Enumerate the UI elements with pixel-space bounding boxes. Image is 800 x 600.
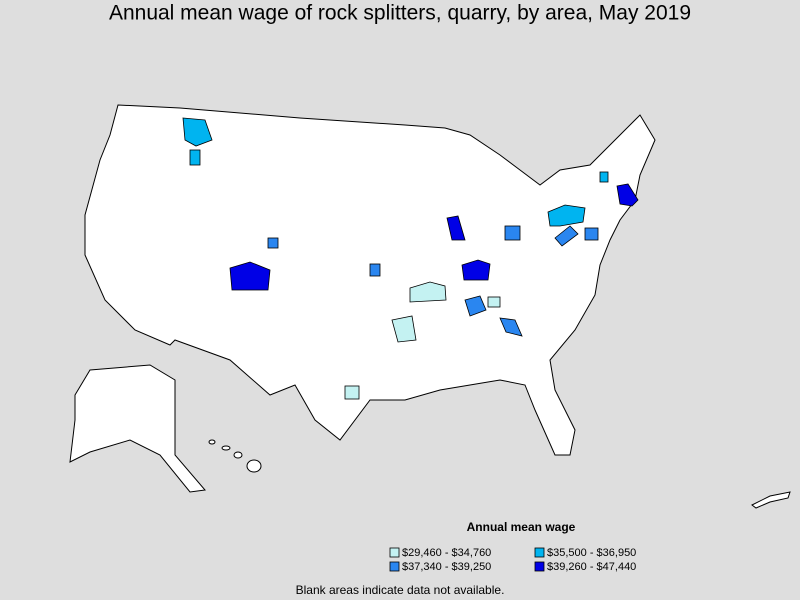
area — [267, 237, 279, 249]
area — [409, 281, 447, 303]
area — [554, 225, 579, 247]
hawaii-island — [221, 445, 231, 451]
area — [499, 317, 523, 337]
legend-label: $37,340 - $39,250 — [402, 561, 491, 573]
legend-label: $35,500 - $36,950 — [547, 547, 636, 559]
legend-swatch — [389, 561, 400, 572]
hawaii-island — [233, 451, 243, 459]
hawaii-island — [208, 439, 216, 445]
hawaii-island — [246, 459, 262, 473]
area — [369, 263, 381, 277]
area — [189, 149, 201, 166]
legend-swatch — [534, 547, 545, 558]
legend-title: Annual mean wage — [467, 520, 576, 534]
territory — [751, 491, 791, 509]
alaska — [69, 364, 206, 493]
map-title: Annual mean wage of rock splitters, quar… — [109, 2, 691, 25]
area — [391, 315, 417, 343]
continental-us — [84, 104, 656, 456]
legend: $29,460 - $34,760 $35,500 - $36,950 $37,34… — [389, 547, 636, 573]
area — [547, 204, 586, 227]
legend-swatch — [534, 561, 545, 572]
area — [461, 259, 491, 281]
area — [616, 183, 639, 207]
area — [584, 227, 599, 241]
area — [182, 117, 213, 147]
footnote: Blank areas indicate data not available. — [296, 583, 505, 597]
area — [487, 296, 501, 308]
legend-swatch — [389, 547, 400, 558]
legend-label: $39,260 - $47,440 — [547, 561, 636, 573]
area — [229, 261, 271, 291]
area — [344, 385, 360, 400]
area — [464, 295, 487, 317]
area — [599, 171, 609, 183]
map — [69, 104, 791, 509]
legend-label: $29,460 - $34,760 — [402, 547, 491, 559]
area — [504, 225, 521, 241]
area — [446, 215, 466, 241]
